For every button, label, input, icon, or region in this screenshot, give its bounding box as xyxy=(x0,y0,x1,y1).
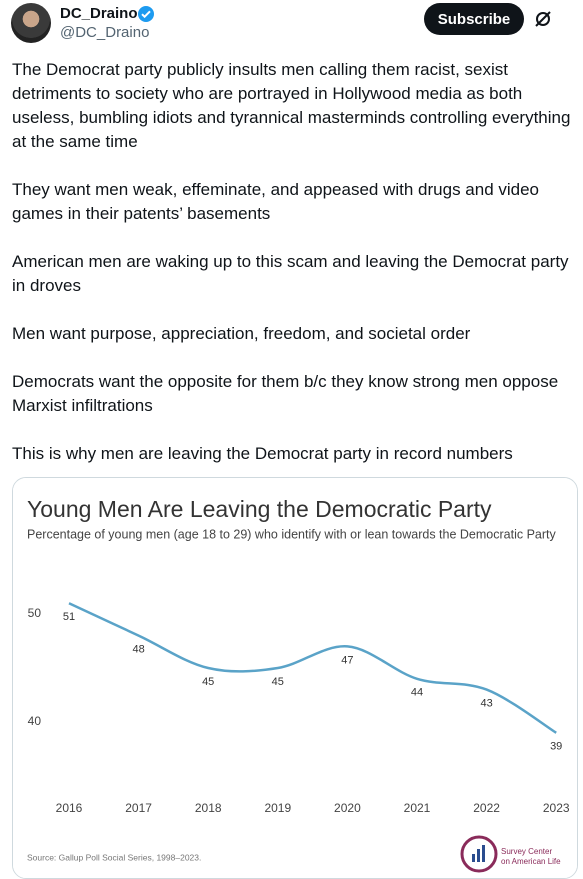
y-tick-label: 40 xyxy=(28,714,42,728)
author-handle[interactable]: @DC_Draino xyxy=(60,24,150,41)
data-label: 44 xyxy=(411,687,423,699)
chart: Young Men Are Leaving the Democratic Par… xyxy=(13,478,577,878)
post-paragraph: American men are waking up to this scam … xyxy=(12,252,569,295)
data-label: 39 xyxy=(550,741,562,753)
post-paragraph: This is why men are leaving the Democrat… xyxy=(12,444,513,463)
logo-bar xyxy=(477,849,480,862)
post-paragraph: They want men weak, effeminate, and appe… xyxy=(12,180,540,223)
grok-icon[interactable] xyxy=(533,9,553,29)
avatar[interactable] xyxy=(11,3,51,43)
chart-subtitle: Percentage of young men (age 18 to 29) w… xyxy=(27,527,557,541)
data-label: 45 xyxy=(202,676,214,688)
post-paragraph: Democrats want the opposite for them b/c… xyxy=(12,372,559,415)
chart-source: Source: Gallup Poll Social Series, 1998–… xyxy=(27,852,201,862)
x-tick-label: 2020 xyxy=(334,801,361,815)
post-text: The Democrat party publicly insults men … xyxy=(12,58,574,490)
data-label: 45 xyxy=(272,676,284,688)
x-tick-label: 2021 xyxy=(404,801,431,815)
logo-ring xyxy=(460,835,498,873)
chart-title: Young Men Are Leaving the Democratic Par… xyxy=(27,496,492,522)
data-label: 43 xyxy=(480,698,492,710)
author-name[interactable]: DC_Draino xyxy=(60,5,138,22)
x-tick-label: 2018 xyxy=(195,801,222,815)
x-tick-label: 2023 xyxy=(543,801,570,815)
x-tick-label: 2022 xyxy=(473,801,500,815)
verified-badge xyxy=(138,6,154,22)
data-label: 48 xyxy=(132,644,144,656)
x-tick-label: 2019 xyxy=(264,801,291,815)
media-card[interactable]: Young Men Are Leaving the Democratic Par… xyxy=(12,477,578,879)
logo-bar xyxy=(482,845,485,862)
logo-text: Survey Center xyxy=(501,847,552,856)
data-label: 51 xyxy=(63,611,75,623)
x-tick-label: 2017 xyxy=(125,801,152,815)
chart-background xyxy=(13,478,577,878)
subscribe-button[interactable]: Subscribe xyxy=(424,3,524,35)
x-tick-label: 2016 xyxy=(56,801,83,815)
logo-text: on American Life xyxy=(501,857,561,866)
data-line xyxy=(68,602,557,734)
y-tick-label: 50 xyxy=(28,606,42,620)
data-label: 47 xyxy=(341,654,353,666)
logo-bar xyxy=(472,854,475,862)
post-paragraph: Men want purpose, appreciation, freedom,… xyxy=(12,324,471,343)
post-paragraph: The Democrat party publicly insults men … xyxy=(12,60,571,151)
